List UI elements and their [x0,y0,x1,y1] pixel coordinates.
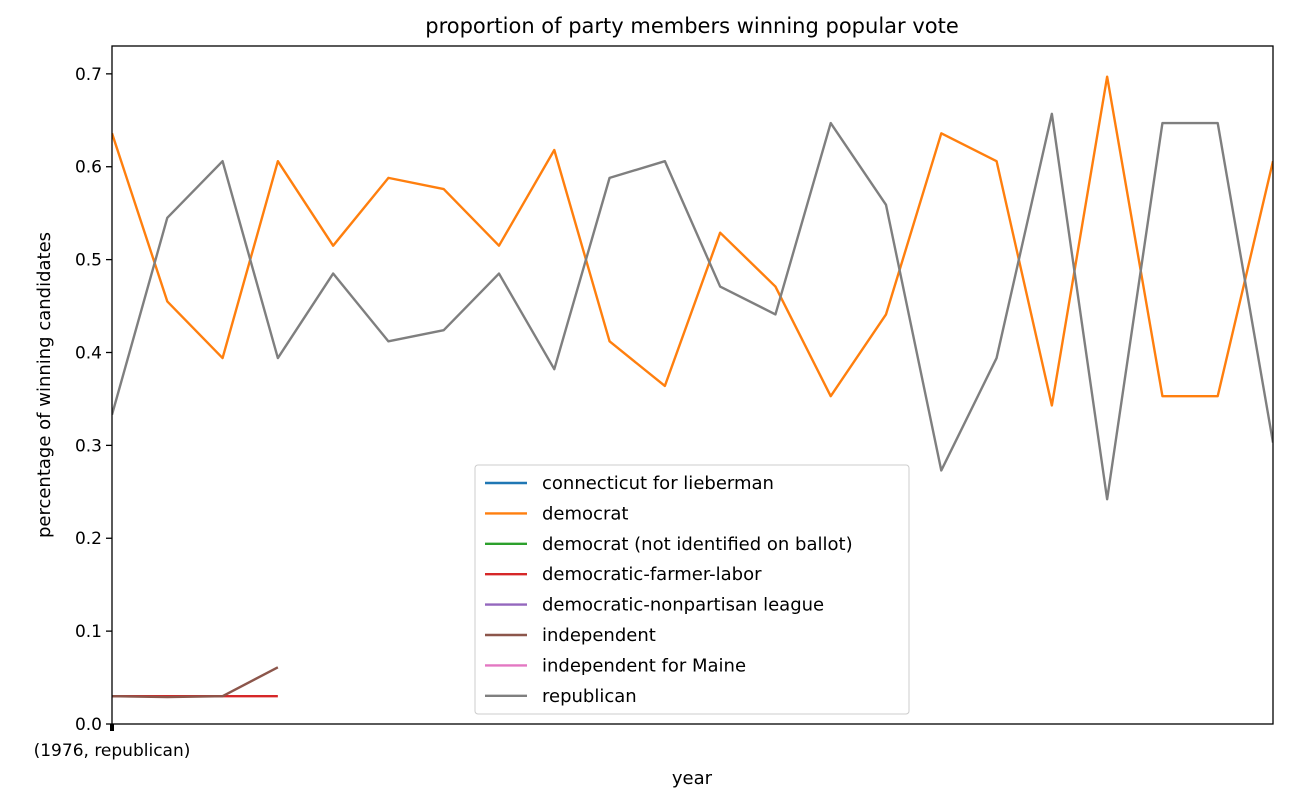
legend-entry-label: independent for Maine [542,655,746,676]
series-line-democrat [112,75,1273,407]
y-tick-label: 0.1 [75,622,102,642]
legend-entry-label: democratic-nonpartisan league [542,595,824,616]
series-line-independent [112,666,279,699]
plot-frame [111,45,1274,725]
y-tick-label: 0.5 [75,251,102,271]
y-tick-label: 0.6 [75,158,102,178]
legend-entry-label: republican [542,686,637,707]
y-tick-label: 0.7 [75,65,102,85]
legend-entry-label: independent [542,625,656,646]
legend-box [474,464,910,715]
chart-title: proportion of party members winning popu… [425,14,959,38]
y-tick-label: 0.3 [75,436,102,456]
legend-entry-label: democrat [542,503,628,524]
legend-entry-label: democrat (not identified on ballot) [542,534,853,555]
legend-entry-label: democratic-farmer-labor [542,564,762,585]
legend-entry-label: connecticut for lieberman [542,473,774,494]
series-line-republican [112,112,1273,501]
legend: connecticut for lieberman democrat democra… [474,464,910,715]
y-axis: 0.0 0.1 0.2 0.3 0.4 0.5 0.6 0.7 [75,65,112,735]
y-axis-label: percentage of winning candidates [34,232,55,538]
x-tick-label: (1976, republican) [34,741,191,761]
x-axis-label: year [672,768,713,789]
y-tick-label: 0.2 [75,529,102,549]
x-axis: (1976, republican) [34,724,191,761]
plot-lines [112,75,1273,699]
y-tick-label: 0.4 [75,343,102,363]
y-tick-label: 0.0 [75,715,102,735]
